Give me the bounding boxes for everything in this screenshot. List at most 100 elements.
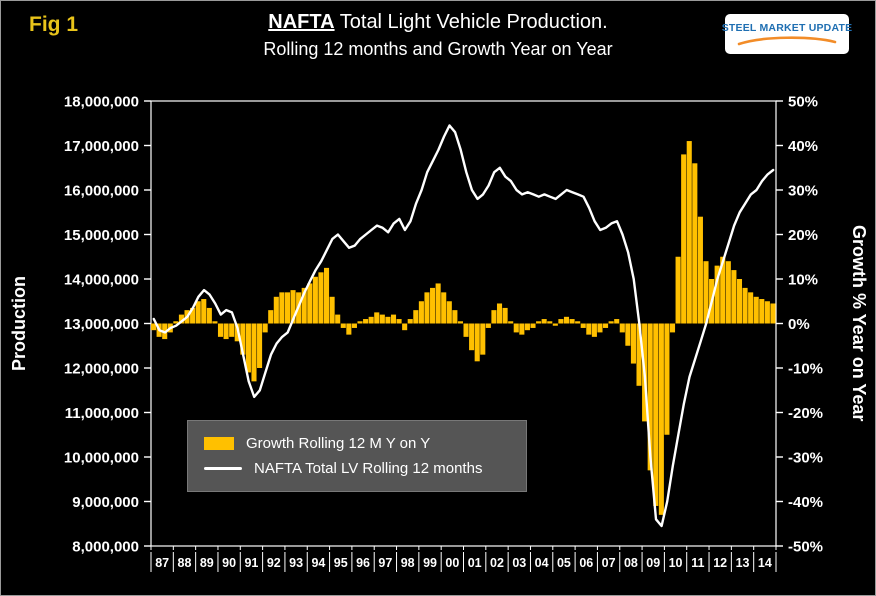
smu-logo: STEEL MARKET UPDATE bbox=[722, 14, 852, 54]
growth-bar bbox=[569, 319, 575, 324]
right-axis-tick-label: -40% bbox=[788, 494, 823, 511]
smu-logo-text: STEEL MARKET UPDATE bbox=[721, 22, 853, 34]
growth-bar bbox=[591, 323, 597, 337]
growth-bar bbox=[262, 323, 268, 333]
figure-label: Fig 1 bbox=[29, 13, 79, 36]
growth-bar bbox=[441, 292, 447, 324]
growth-bar bbox=[753, 296, 759, 324]
growth-bar bbox=[759, 299, 765, 324]
growth-bar bbox=[614, 319, 620, 324]
growth-bar bbox=[279, 292, 285, 324]
logo-swoosh-icon bbox=[737, 36, 837, 46]
chart-title: NAFTA Total Light Vehicle Production. Ro… bbox=[1, 11, 875, 60]
growth-bar bbox=[463, 323, 469, 337]
growth-bar bbox=[424, 292, 430, 324]
growth-bar bbox=[195, 301, 201, 324]
growth-bar bbox=[658, 323, 664, 515]
growth-bar bbox=[452, 310, 458, 324]
legend: Growth Rolling 12 M Y on Y NAFTA Total L… bbox=[187, 420, 527, 492]
x-axis-year-label: 01 bbox=[468, 556, 482, 570]
growth-bar bbox=[351, 323, 357, 328]
x-axis-year-label: 96 bbox=[356, 556, 370, 570]
x-axis-year-label: 04 bbox=[535, 556, 549, 570]
growth-bar bbox=[686, 141, 692, 324]
growth-bar bbox=[653, 323, 659, 506]
growth-bar bbox=[173, 321, 179, 324]
x-axis-year-label: 11 bbox=[691, 556, 704, 570]
right-axis-tick-label: 30% bbox=[788, 183, 818, 200]
growth-bar bbox=[418, 301, 424, 324]
growth-bar bbox=[485, 323, 491, 328]
growth-bar bbox=[340, 323, 346, 328]
growth-bar bbox=[363, 319, 369, 324]
x-axis-year-label: 89 bbox=[200, 556, 214, 570]
growth-bar bbox=[446, 301, 452, 324]
growth-bar bbox=[335, 314, 341, 324]
right-axis-tick-label: -20% bbox=[788, 405, 823, 422]
growth-bar bbox=[748, 292, 754, 324]
growth-bar bbox=[151, 323, 157, 331]
growth-bar bbox=[547, 321, 553, 324]
growth-bar bbox=[407, 319, 413, 324]
growth-bar bbox=[625, 323, 631, 346]
left-axis-tick-label: 12,000,000 bbox=[64, 361, 139, 378]
right-axis-tick-label: -10% bbox=[788, 361, 823, 378]
growth-bar bbox=[536, 321, 542, 324]
growth-bar bbox=[268, 310, 274, 324]
growth-bar bbox=[413, 310, 419, 324]
chart-title-line1: NAFTA Total Light Vehicle Production. bbox=[1, 11, 875, 34]
growth-bar bbox=[212, 321, 218, 324]
legend-row-line: NAFTA Total LV Rolling 12 months bbox=[204, 456, 510, 481]
growth-bar bbox=[669, 323, 676, 333]
x-axis-year-label: 93 bbox=[289, 556, 303, 570]
growth-bar bbox=[675, 256, 681, 324]
growth-bar bbox=[491, 310, 497, 324]
x-axis-year-label: 05 bbox=[557, 556, 571, 570]
x-axis-year-label: 12 bbox=[713, 556, 727, 570]
growth-bar bbox=[725, 261, 731, 324]
growth-bar bbox=[390, 314, 397, 324]
left-axis-tick-label: 8,000,000 bbox=[72, 539, 139, 556]
growth-bar bbox=[396, 319, 402, 324]
growth-bar bbox=[201, 299, 207, 324]
growth-bar bbox=[273, 296, 279, 324]
growth-bar bbox=[251, 323, 257, 382]
growth-bar bbox=[323, 267, 330, 324]
growth-bar bbox=[329, 296, 335, 324]
growth-bar bbox=[312, 276, 318, 324]
growth-bar bbox=[223, 323, 229, 340]
legend-row-growth: Growth Rolling 12 M Y on Y bbox=[204, 431, 510, 456]
growth-bar bbox=[603, 323, 609, 328]
x-axis-year-label: 10 bbox=[669, 556, 683, 570]
growth-bar bbox=[697, 216, 703, 324]
growth-bar bbox=[597, 323, 603, 333]
growth-bar bbox=[402, 323, 408, 331]
growth-bar bbox=[474, 323, 480, 362]
left-axis-tick-label: 10,000,000 bbox=[64, 450, 139, 467]
x-axis-year-label: 88 bbox=[178, 556, 192, 570]
growth-bar bbox=[385, 316, 391, 324]
growth-bar bbox=[307, 283, 313, 324]
growth-bar bbox=[508, 321, 514, 324]
right-axis-tick-label: 10% bbox=[788, 272, 818, 289]
left-axis-tick-label: 17,000,000 bbox=[64, 138, 139, 155]
left-axis-tick-label: 18,000,000 bbox=[64, 94, 139, 111]
x-axis-year-label: 07 bbox=[602, 556, 616, 570]
growth-bar bbox=[530, 323, 536, 328]
x-axis-year-label: 92 bbox=[267, 556, 281, 570]
growth-bar bbox=[346, 323, 352, 335]
growth-bar bbox=[190, 307, 196, 324]
chart-title-nafta: NAFTA bbox=[268, 11, 335, 33]
x-axis-year-label: 87 bbox=[155, 556, 169, 570]
growth-bar bbox=[502, 307, 508, 324]
right-axis-tick-label: -30% bbox=[788, 450, 823, 467]
growth-bar bbox=[770, 303, 776, 324]
growth-bar bbox=[692, 163, 698, 324]
growth-bar bbox=[229, 323, 235, 337]
growth-bar bbox=[714, 265, 720, 324]
x-axis-year-label: 95 bbox=[334, 556, 348, 570]
legend-line-swatch bbox=[204, 467, 242, 470]
left-axis-tick-label: 13,000,000 bbox=[64, 316, 139, 333]
x-axis-year-label: 02 bbox=[490, 556, 504, 570]
